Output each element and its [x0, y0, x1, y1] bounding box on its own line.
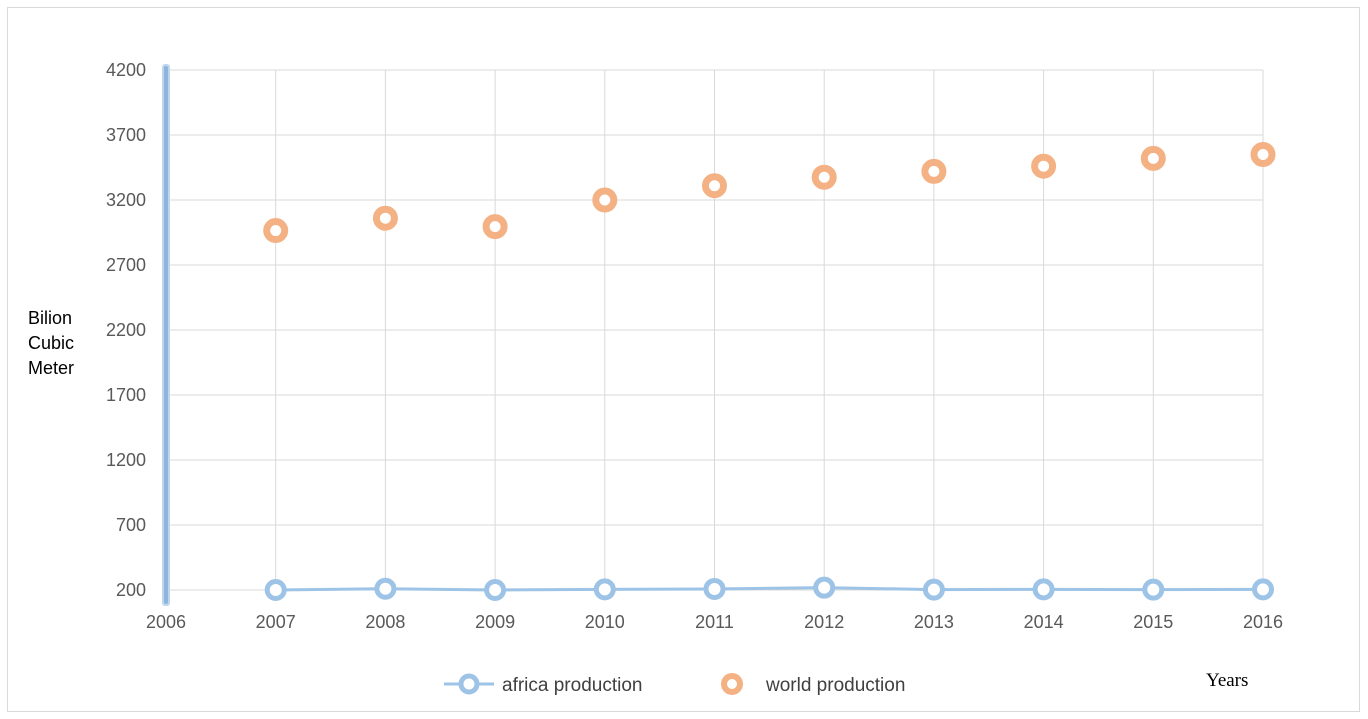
data-point: [1142, 578, 1165, 601]
data-point: [811, 164, 837, 190]
legend-item-world-production: world production: [721, 673, 905, 696]
data-point: [374, 577, 397, 600]
series-world-production: [263, 142, 1276, 244]
series-line: [275, 586, 1264, 592]
y-axis-title-line: Cubic: [28, 333, 74, 353]
y-axis-title: Bilion Cubic Meter: [28, 308, 74, 378]
y-axis: [162, 64, 170, 606]
data-point: [482, 214, 508, 240]
data-point: [592, 187, 618, 213]
x-axis-title: Years: [1206, 670, 1248, 691]
data-point: [1140, 145, 1166, 171]
x-tick-label: 2015: [1133, 612, 1173, 632]
legend: africa production world production: [444, 673, 905, 696]
y-tick-label: 3200: [106, 190, 146, 210]
y-axis-title-line: Bilion: [28, 308, 72, 328]
data-point: [372, 205, 398, 231]
data-point: [1252, 578, 1274, 601]
y-tick-label: 1200: [106, 450, 146, 470]
y-tick-label: 2200: [106, 320, 146, 340]
data-point: [813, 576, 836, 599]
legend-item-africa-production: africa production: [444, 673, 642, 696]
y-tick-label: 4200: [106, 60, 146, 80]
data-point: [922, 578, 945, 601]
legend-swatch-marker: [458, 673, 480, 695]
chart-frame: [7, 7, 1360, 712]
data-point: [1031, 153, 1057, 179]
series-africa-production: [264, 576, 1274, 601]
legend-label: africa production: [502, 675, 642, 696]
data-point: [703, 577, 726, 600]
data-point: [593, 578, 616, 601]
legend-label: world production: [765, 675, 905, 696]
chart-marks: [263, 142, 1276, 601]
data-point: [264, 579, 287, 601]
data-point: [484, 579, 507, 601]
data-point: [263, 218, 289, 244]
grid: [165, 69, 1264, 591]
y-tick-label: 2700: [106, 255, 146, 275]
x-tick-label: 2012: [804, 612, 844, 632]
data-point: [702, 173, 727, 199]
y-tick-label: 3700: [106, 125, 146, 145]
y-axis-line: [164, 66, 168, 604]
y-axis-title-line: Meter: [28, 358, 74, 378]
x-tick-label: 2007: [256, 612, 296, 632]
data-point: [1032, 578, 1055, 601]
data-point: [1250, 142, 1276, 167]
x-tick-label: 2006: [146, 612, 186, 632]
x-tick-label: 2011: [695, 612, 734, 632]
legend-swatch-marker: [721, 673, 743, 695]
x-axis-ticks: 2006 2007 2008 2009 2010 2011 2012 2013 2014 2015…: [146, 612, 1283, 632]
y-tick-label: 1700: [106, 385, 146, 405]
x-tick-label: 2009: [475, 612, 515, 632]
x-tick-label: 2016: [1243, 612, 1283, 632]
y-tick-label: 700: [116, 515, 146, 535]
y-axis-ticks: 200 700 1200 1700 2200 2700 3200 3700 4200: [106, 60, 146, 600]
data-point: [921, 158, 947, 184]
x-tick-label: 2008: [365, 612, 405, 632]
x-tick-label: 2013: [914, 612, 954, 632]
x-tick-label: 2014: [1024, 612, 1064, 632]
x-tick-label: 2010: [585, 612, 625, 632]
y-tick-label: 200: [116, 580, 146, 600]
